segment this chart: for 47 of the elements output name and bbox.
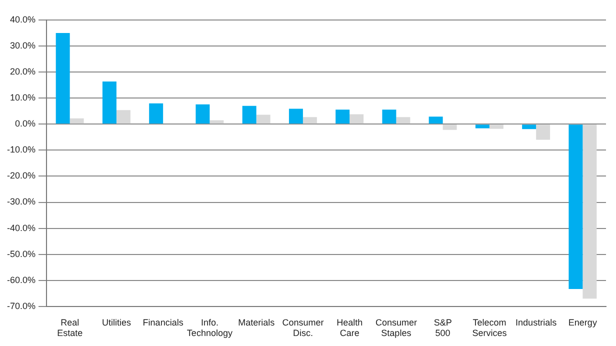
y-tick-label: -50.0%: [6, 248, 36, 259]
x-tick-label: Health Care: [336, 317, 363, 338]
bar: [56, 33, 70, 124]
bar: [396, 117, 410, 124]
x-tick-label: Consumer Staples: [375, 317, 417, 338]
y-tick-label: -70.0%: [6, 300, 36, 311]
x-tick-label: Utilities: [102, 317, 132, 328]
bar: [475, 124, 490, 128]
bar: [210, 120, 224, 124]
bar: [149, 103, 164, 124]
y-tick-label: 30.0%: [10, 40, 36, 51]
y-tick-label: 0.0%: [15, 118, 36, 129]
bar: [536, 124, 550, 140]
bar: [522, 124, 536, 130]
bar: [242, 106, 256, 124]
x-tick-label: Info. Technology: [186, 317, 233, 338]
bar: [70, 118, 84, 124]
y-tick-label: -40.0%: [6, 222, 36, 233]
x-tick-label: Industrials: [516, 317, 558, 328]
bar: [428, 116, 443, 124]
bar: [288, 108, 303, 124]
bar: [116, 110, 130, 124]
y-tick-label: -30.0%: [6, 196, 36, 207]
y-tick-label: 10.0%: [10, 92, 36, 103]
y-tick-label: -10.0%: [6, 144, 36, 155]
y-tick-label: -60.0%: [6, 274, 36, 285]
x-tick-label: Financials: [142, 317, 184, 328]
x-tick-label: Real Estate: [57, 317, 83, 338]
bar: [568, 124, 583, 289]
bar: [302, 117, 317, 124]
bar: [256, 114, 270, 124]
x-tick-label: S&P 500: [434, 317, 452, 338]
bar: [196, 104, 210, 124]
y-tick-label: -20.0%: [6, 170, 36, 181]
x-tick-label: Consumer Disc.: [282, 317, 324, 338]
x-tick-label: Energy: [568, 317, 598, 328]
y-tick-label: 20.0%: [10, 66, 36, 77]
bar: [336, 110, 350, 124]
bar: [350, 114, 364, 124]
bar: [382, 110, 396, 124]
x-tick-label: Telecom Services: [472, 317, 508, 338]
x-tick-label: Materials: [238, 317, 276, 328]
bar: [442, 124, 457, 130]
bar: [489, 124, 504, 129]
bar: [582, 124, 597, 299]
bar: [102, 81, 116, 124]
y-tick-label: 40.0%: [10, 14, 36, 24]
